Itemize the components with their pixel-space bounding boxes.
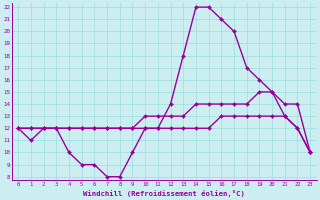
- X-axis label: Windchill (Refroidissement éolien,°C): Windchill (Refroidissement éolien,°C): [83, 190, 245, 197]
